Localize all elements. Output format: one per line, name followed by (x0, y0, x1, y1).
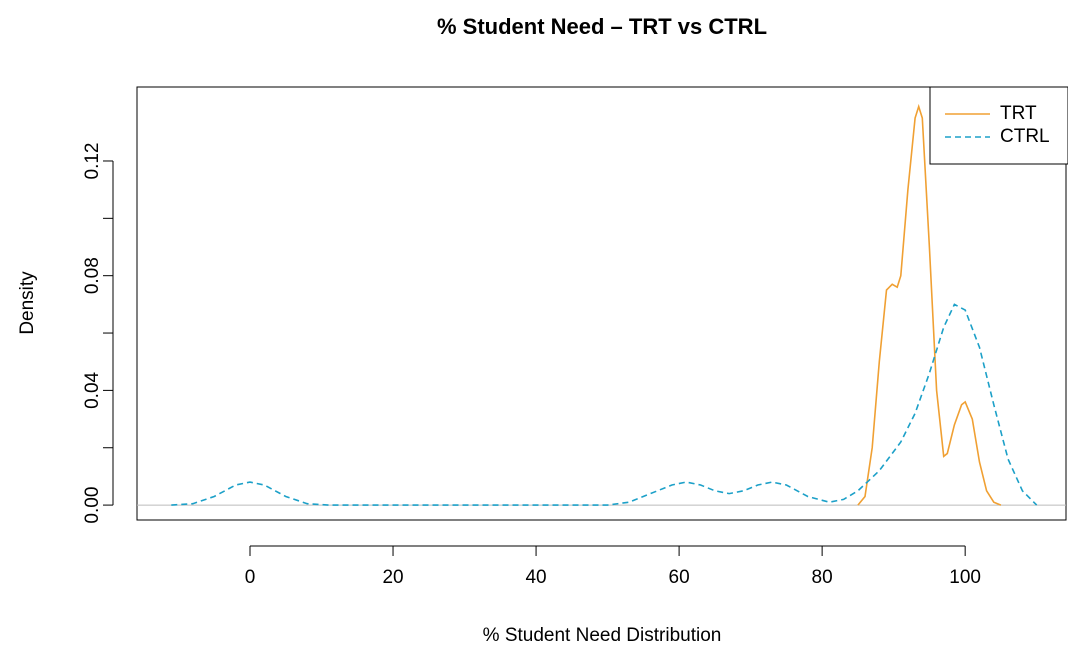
x-axis-label: % Student Need Distribution (483, 625, 722, 646)
y-axis-label: Density (17, 271, 38, 335)
x-tick-label: 80 (812, 567, 833, 588)
x-tick-label: 40 (525, 567, 546, 588)
y-tick-label: 0.04 (82, 371, 103, 408)
x-tick-label: 100 (949, 567, 981, 588)
y-tick-label: 0.00 (82, 487, 103, 524)
legend-label: CTRL (1000, 126, 1050, 147)
plot-frame (136, 86, 1067, 521)
y-tick-label: 0.08 (82, 257, 103, 294)
y-tick-label: 0.12 (82, 142, 103, 179)
density-line (857, 103, 1002, 506)
legend-box (929, 86, 1068, 165)
x-tick-label: 20 (382, 567, 403, 588)
x-tick-label: 0 (245, 567, 256, 588)
chart-title: % Student Need – TRT vs CTRL (437, 14, 767, 39)
legend-label: TRT (1000, 103, 1037, 124)
density-line (171, 303, 1038, 506)
x-tick-label: 60 (669, 567, 690, 588)
